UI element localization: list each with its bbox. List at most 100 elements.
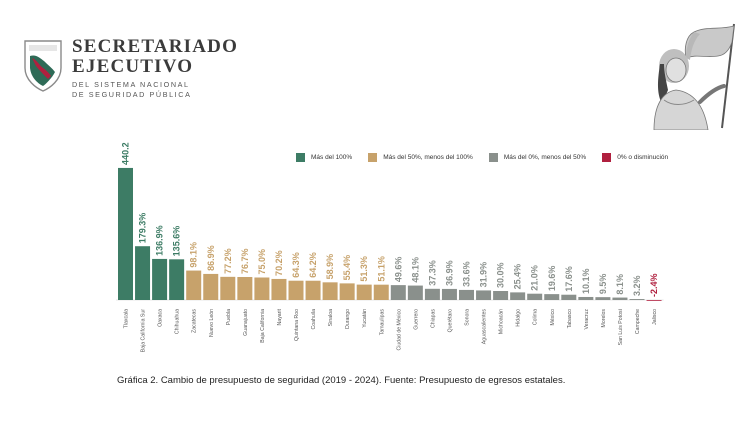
data-label: 37.3% xyxy=(427,260,437,286)
legend-swatch xyxy=(488,152,498,162)
data-label: 55.4% xyxy=(342,255,352,281)
category-label: Baja California xyxy=(260,309,266,343)
data-label: 70.2% xyxy=(274,250,284,276)
legend-item: Más del 0%, menos del 50% xyxy=(488,152,587,162)
category-label: Chiapas xyxy=(430,309,436,328)
legend-swatch xyxy=(368,152,378,162)
data-label: 10.1% xyxy=(581,268,591,294)
bar xyxy=(254,277,270,300)
category-label: Quintana Roo xyxy=(294,309,300,341)
bar xyxy=(527,293,543,300)
category-label: Tabasco xyxy=(567,309,573,328)
bar xyxy=(441,288,457,300)
chart-legend: Más del 100% Más del 50%, menos del 100%… xyxy=(296,150,684,164)
category-label: Zacatecas xyxy=(192,309,198,333)
bar xyxy=(459,289,474,300)
data-label: 3.2% xyxy=(632,276,642,297)
category-label: Tlaxcala xyxy=(124,309,130,328)
bar xyxy=(561,294,577,300)
bar xyxy=(578,296,594,300)
bar xyxy=(595,297,611,300)
data-label: 19.6% xyxy=(547,266,557,292)
org-name-line4: DE SEGURIDAD PÚBLICA xyxy=(72,90,192,99)
bar xyxy=(476,290,492,300)
bar xyxy=(407,285,423,300)
category-label: Baja California Sur xyxy=(141,309,147,353)
data-label: 31.9% xyxy=(479,262,489,288)
data-label: 25.4% xyxy=(513,264,523,290)
figure-caption: Gráfica 2. Cambio de presupuesto de segu… xyxy=(117,375,566,386)
bar xyxy=(373,284,389,300)
category-label: Guanajuato xyxy=(243,309,249,336)
bar xyxy=(339,283,355,300)
data-label: 98.1% xyxy=(189,242,199,268)
bar xyxy=(220,276,236,300)
legend-label: Más del 50%, menos del 100% xyxy=(383,153,473,161)
legend-label: Más del 100% xyxy=(311,153,353,161)
data-label: -2.4% xyxy=(649,273,659,297)
data-label: 33.6% xyxy=(462,261,472,287)
data-label: 64.2% xyxy=(308,252,318,278)
data-label: 49.6% xyxy=(393,257,403,283)
data-label: 21.0% xyxy=(530,265,540,291)
woman-with-flag-illustration xyxy=(634,18,750,131)
category-label: Sinaloa xyxy=(328,309,334,326)
data-label: 8.1% xyxy=(615,274,625,295)
organization-name: SECRETARIADO EJECUTIVO DEL SISTEMA NACIO… xyxy=(72,37,238,100)
bar xyxy=(356,284,372,300)
data-label: 440.2 xyxy=(121,142,131,165)
data-label: 51.1% xyxy=(376,256,386,282)
bar xyxy=(118,167,133,300)
category-label: Campeche xyxy=(635,309,641,334)
category-label: Ciudad de México xyxy=(396,309,402,351)
data-label: 76.7% xyxy=(240,248,250,274)
category-label: Puebla xyxy=(226,309,232,325)
legend-label: Más del 0%, menos del 50% xyxy=(503,153,587,161)
category-label: Aguascalientes xyxy=(482,309,488,345)
bar xyxy=(493,291,509,300)
budget-change-bar-chart: 440.2 Tlaxcala 179.3% Baja California Sur 13… xyxy=(116,142,664,353)
bar xyxy=(322,282,338,300)
category-label: Guerrero xyxy=(413,309,419,330)
data-label: 36.9% xyxy=(444,260,454,286)
category-label: Michoacán xyxy=(499,309,505,334)
bar xyxy=(390,285,406,300)
legend-item: 0% o disminución xyxy=(602,152,668,162)
data-label: 75.0% xyxy=(257,249,267,275)
bar xyxy=(544,294,560,300)
data-label: 9.5% xyxy=(598,274,608,295)
category-label: Hidalgo xyxy=(516,309,522,327)
category-label: México xyxy=(550,309,556,326)
org-name-line1: SECRETARIADO xyxy=(72,36,239,57)
data-label: 48.1% xyxy=(410,257,420,283)
bar xyxy=(510,292,526,300)
category-label: Colima xyxy=(533,309,539,325)
category-label: Jalisco xyxy=(652,309,658,325)
bar xyxy=(305,280,321,300)
bar xyxy=(152,258,168,300)
category-label: Coahuila xyxy=(311,309,317,330)
category-label: Oaxaca xyxy=(158,309,164,327)
bar xyxy=(271,278,287,300)
category-label: Sonora xyxy=(465,309,471,326)
category-label: Querétaro xyxy=(447,309,453,332)
data-label: 17.6% xyxy=(564,266,574,292)
bar xyxy=(186,270,202,300)
data-label: 135.6% xyxy=(172,226,182,257)
legend-swatch xyxy=(602,152,612,162)
category-label: Nuevo León xyxy=(209,309,215,337)
category-label: Durango xyxy=(345,309,351,329)
category-label: Tamaulipas xyxy=(379,309,385,336)
category-label: Yucatán xyxy=(362,309,368,328)
legend-swatch xyxy=(296,152,305,162)
bar xyxy=(237,276,253,300)
category-label: Veracruz xyxy=(584,309,590,330)
bar xyxy=(135,246,151,300)
bar xyxy=(203,273,219,300)
category-label: Chihuahua xyxy=(175,309,181,334)
category-label: San Luis Potosí xyxy=(618,308,624,345)
legend-item: Más del 100% xyxy=(296,152,353,162)
category-label: Morelos xyxy=(601,309,607,328)
data-label: 64.3% xyxy=(291,252,301,278)
bar xyxy=(288,280,304,300)
